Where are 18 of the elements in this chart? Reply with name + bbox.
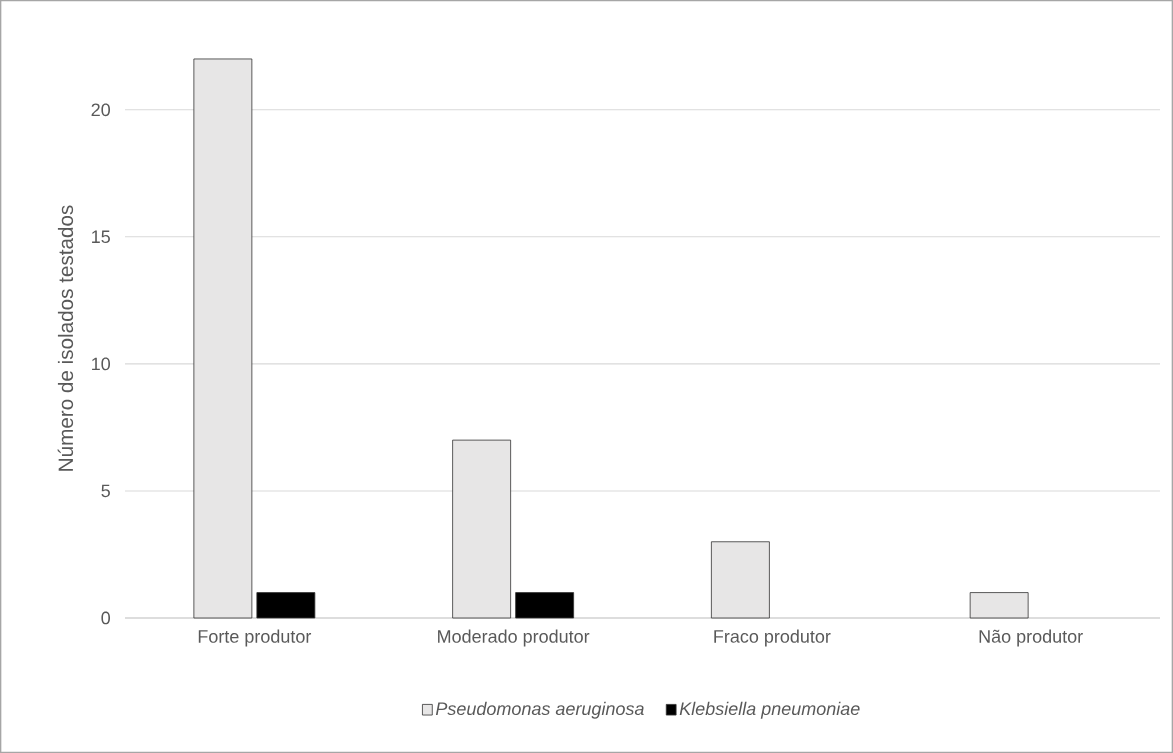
- legend-label: Klebsiella pneumoniae: [679, 701, 860, 719]
- y-tick-label: 15: [92, 230, 110, 244]
- bar: [452, 439, 512, 619]
- bar: [710, 541, 770, 619]
- legend-label: Pseudomonas aeruginosa: [435, 701, 644, 719]
- bar: [969, 592, 1029, 619]
- y-axis-title: Número de isolados testados: [57, 205, 74, 471]
- y-tick-label: 20: [91, 103, 111, 117]
- bar: [256, 592, 316, 619]
- bar: [515, 592, 575, 619]
- bar: [193, 58, 253, 619]
- y-tick-label: 10: [92, 357, 111, 371]
- y-tick-label: 0: [101, 611, 111, 625]
- x-tick-label: Moderado produtor: [438, 629, 590, 647]
- x-tick-label: Forte produtor: [198, 629, 312, 647]
- x-tick-label: Não produtor: [979, 629, 1083, 647]
- y-tick-label: 5: [101, 484, 110, 498]
- x-tick-label: Fraco produtor: [714, 629, 831, 647]
